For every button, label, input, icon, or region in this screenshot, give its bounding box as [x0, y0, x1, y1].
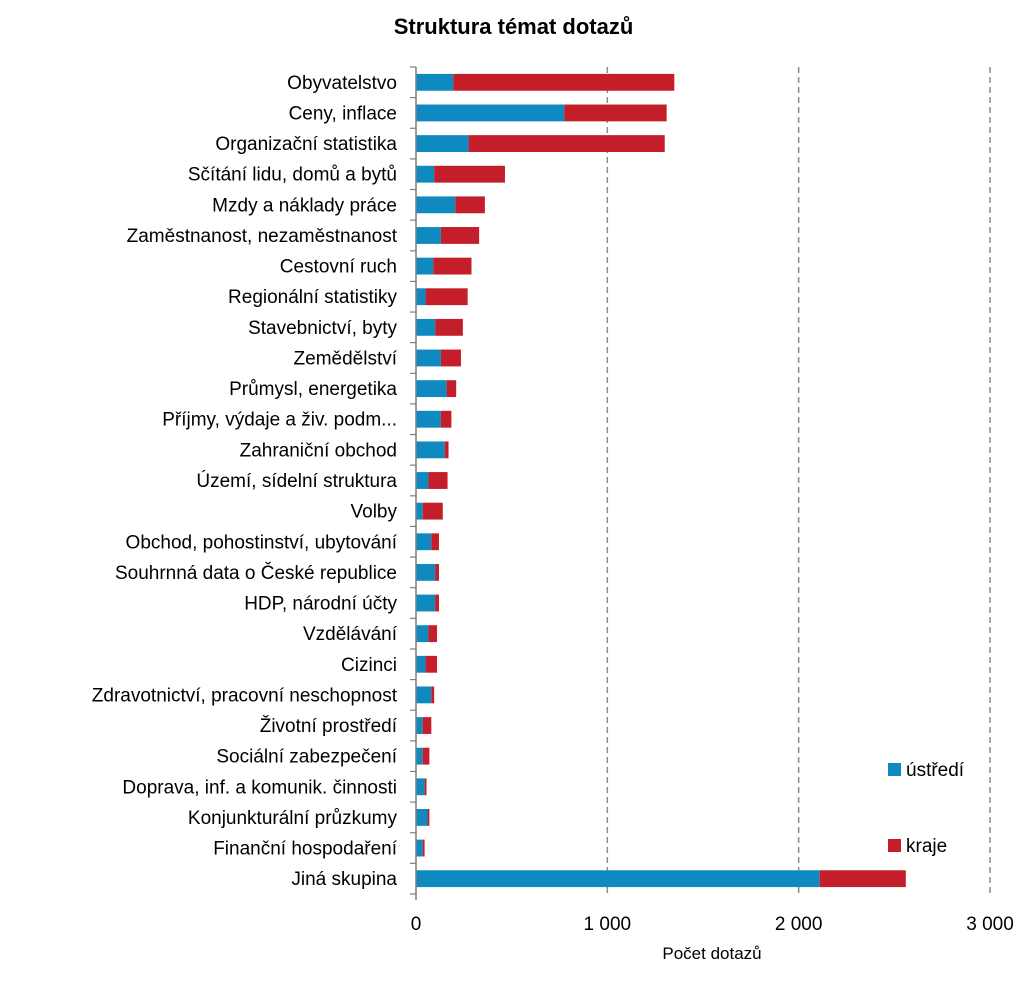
bar-kraje [431, 686, 435, 704]
bar-kraje [428, 472, 448, 489]
x-tick-labels: 0 1 000 2 000 3 000 [411, 914, 1014, 935]
bar-ustredi [416, 104, 565, 122]
bar-kraje [425, 288, 468, 306]
bar-kraje [444, 441, 449, 459]
bar-kraje [440, 410, 452, 428]
bar-ustredi [416, 73, 454, 91]
category-label: Souhrnná data o České republice [115, 562, 397, 584]
category-label: Mzdy a náklady práce [212, 195, 397, 216]
bar-ustredi [416, 809, 428, 826]
bar-kraje [433, 257, 472, 275]
category-label: Sociální zabezpečení [216, 747, 397, 768]
category-label: Sčítání lidu, domů a bytů [188, 165, 397, 186]
x-tick-label: 0 [411, 914, 422, 935]
category-label: Organizační statistika [215, 134, 397, 155]
bar-ustredi [416, 227, 441, 244]
bar-kraje [422, 839, 425, 857]
category-label: Doprava, inf. a komunik. činnosti [122, 777, 397, 798]
bar-ustredi [416, 380, 447, 398]
category-label: Příjmy, výdaje a živ. podm... [162, 410, 397, 431]
bar-ustredi [416, 165, 435, 183]
category-label: Finanční hospodaření [213, 839, 398, 860]
bar-ustredi [416, 472, 429, 489]
bar-ustredi [416, 778, 425, 796]
bar-ustredi [416, 870, 820, 888]
bar-ustredi [416, 563, 436, 581]
bar-kraje [440, 227, 480, 244]
bar-ustredi [416, 747, 423, 765]
legend-swatch [888, 839, 901, 852]
bar-kraje [468, 135, 665, 152]
axes [410, 66, 417, 900]
bar-ustredi [416, 625, 429, 643]
bar-kraje [435, 563, 439, 581]
bar-kraje [431, 533, 439, 551]
category-label: Cizinci [341, 655, 397, 676]
bar-kraje [435, 594, 439, 612]
bar-kraje [422, 747, 430, 765]
bar-ustredi [416, 410, 441, 428]
bar-kraje [435, 318, 463, 336]
bar-ustredi [416, 441, 445, 459]
category-label: Zaměstnanost, nezaměstnanost [127, 226, 398, 247]
bars [416, 73, 906, 888]
category-label: Obyvatelstvo [287, 73, 397, 94]
category-label: Obchod, pohostinství, ubytování [126, 532, 398, 553]
category-label: Zahraniční obchod [240, 440, 397, 461]
legend-label[interactable]: ústředí [906, 760, 965, 781]
x-tick-label: 2 000 [775, 914, 823, 935]
bar-kraje [424, 778, 427, 796]
bar-kraje [425, 655, 438, 673]
category-label: HDP, národní účty [244, 594, 397, 615]
bar-ustredi [416, 349, 441, 367]
bar-ustredi [416, 594, 436, 612]
category-label: Území, sídelní struktura [196, 470, 397, 492]
bar-kraje [819, 870, 906, 888]
bar-kraje [455, 196, 485, 214]
x-tick-label: 3 000 [966, 914, 1014, 935]
category-label: Životní prostředí [260, 715, 398, 737]
bar-ustredi [416, 318, 436, 336]
category-label: Zemědělství [294, 348, 398, 369]
bar-ustredi [416, 533, 432, 551]
category-label: Regionální statistiky [228, 287, 397, 308]
bar-kraje [428, 625, 438, 643]
bar-ustredi [416, 135, 469, 152]
category-label: Ceny, inflace [289, 103, 397, 124]
category-label: Konjunkturální průzkumy [188, 808, 398, 829]
category-label: Cestovní ruch [280, 257, 397, 278]
bar-kraje [564, 104, 667, 122]
bar-kraje [453, 73, 675, 91]
bar-ustredi [416, 257, 434, 275]
legend-label[interactable]: kraje [906, 836, 947, 857]
grid-lines [606, 67, 991, 894]
category-label: Stavebnictví, byty [248, 318, 397, 339]
bar-ustredi [416, 717, 423, 734]
bar-ustredi [416, 655, 426, 673]
bar-kraje [446, 380, 457, 398]
x-axis-title: Počet dotazů [662, 944, 761, 963]
bar-kraje [422, 717, 432, 734]
category-label: Jiná skupina [291, 869, 397, 890]
category-labels: Obyvatelstvo Ceny, inflace Organizační sta… [92, 73, 398, 890]
category-label: Volby [351, 502, 398, 523]
category-label: Průmysl, energetika [229, 379, 397, 400]
chart-title: Struktura témat dotazů [393, 14, 634, 39]
bar-ustredi [416, 196, 456, 214]
bar-ustredi [416, 839, 423, 857]
bar-ustredi [416, 502, 423, 520]
bar-kraje [440, 349, 461, 367]
category-label: Zdravotnictví, pracovní neschopnost [92, 685, 398, 706]
bar-ustredi [416, 686, 432, 704]
bar-kraje [434, 165, 505, 183]
legend[interactable]: ústředí kraje [888, 760, 965, 857]
x-tick-label: 1 000 [584, 914, 632, 935]
bar-kraje [427, 809, 430, 826]
legend-swatch [888, 763, 901, 776]
bar-kraje [422, 502, 443, 520]
category-label: Vzdělávání [303, 624, 398, 645]
bar-ustredi [416, 288, 426, 306]
